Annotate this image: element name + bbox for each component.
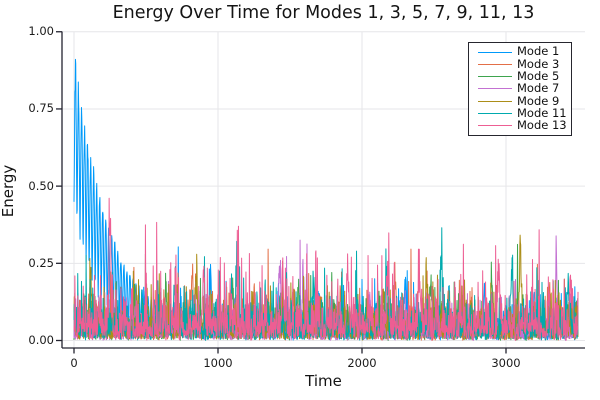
legend-entry: Mode 3 <box>469 58 571 70</box>
x-tick-label: 2000 <box>347 356 377 370</box>
legend-label: Mode 11 <box>517 105 567 120</box>
legend-line-icon <box>478 100 512 102</box>
y-tick-label: 0.50 <box>28 178 54 193</box>
legend-entry: Mode 1 <box>469 46 571 58</box>
legend-label: Mode 13 <box>517 118 567 133</box>
legend-line-icon <box>478 113 512 115</box>
legend-label: Mode 5 <box>517 68 560 83</box>
legend-entry: Mode 7 <box>469 83 571 95</box>
legend-entry: Mode 9 <box>469 95 571 107</box>
legend-label: Mode 9 <box>517 93 560 108</box>
legend-label: Mode 3 <box>517 56 560 71</box>
y-tick-label: 0.25 <box>28 255 54 270</box>
x-tick-label: 0 <box>70 356 78 370</box>
y-tick-label: 0.00 <box>28 333 54 347</box>
legend: Mode 1 Mode 3 Mode 5 Mode 7 Mode 9 Mode 11 Mod… <box>468 42 572 136</box>
x-axis-label: Time <box>305 372 342 390</box>
legend-line-icon <box>478 125 512 127</box>
legend-entry: Mode 13 <box>469 120 571 132</box>
legend-line-icon <box>478 76 512 78</box>
legend-entry: Mode 11 <box>469 105 571 120</box>
chart-title: Energy Over Time for Modes 1, 3, 5, 7, 9… <box>112 3 535 23</box>
y-axis-label: Energy <box>0 164 17 218</box>
legend-label: Mode 7 <box>517 81 560 96</box>
legend-line-icon <box>478 88 512 90</box>
y-tick-label: 0.75 <box>28 101 54 116</box>
y-tick-label: 1.00 <box>28 24 54 39</box>
x-tick-label: 1000 <box>203 356 233 370</box>
legend-label: Mode 1 <box>517 44 560 59</box>
legend-line-icon <box>478 51 512 53</box>
legend-line-icon <box>478 63 512 65</box>
x-tick-label: 3000 <box>491 356 521 370</box>
legend-entry: Mode 5 <box>469 68 571 83</box>
